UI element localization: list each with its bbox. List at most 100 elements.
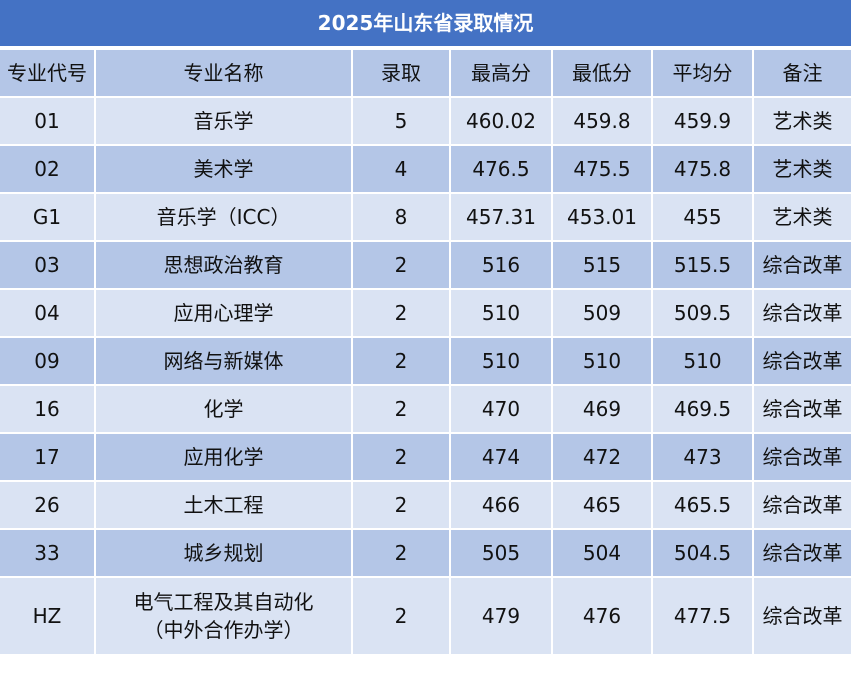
header-cell: 平均分 [651,48,754,98]
header-cell: 最高分 [449,48,553,98]
table-cell: 网络与新媒体 [94,336,353,386]
table-cell: 综合改革 [752,528,851,578]
data-row: 33 城乡规划 2 505 504 504.5 综合改革 [0,528,851,578]
header-cell: 专业代号 [0,48,96,98]
table-cell: 465 [551,480,653,530]
table-cell: 美术学 [94,144,353,194]
table-cell: 472 [551,432,653,482]
table-cell: 455 [651,192,754,242]
table-cell: 516 [449,240,553,290]
table-cell: 综合改革 [752,240,851,290]
table-cell: 思想政治教育 [94,240,353,290]
table-cell: 应用心理学 [94,288,353,338]
data-row: 16 化学 2 470 469 469.5 综合改革 [0,384,851,434]
table-cell: 509 [551,288,653,338]
table-cell: 01 [0,96,96,146]
data-row: 03 思想政治教育 2 516 515 515.5 综合改革 [0,240,851,290]
table-cell: 26 [0,480,96,530]
table-cell: 2 [351,336,451,386]
table-cell: 510 [651,336,754,386]
table-cell: 2 [351,528,451,578]
table-cell: 2 [351,240,451,290]
table-cell: 33 [0,528,96,578]
table-cell: G1 [0,192,96,242]
table-cell: 473 [651,432,754,482]
data-row: 26 土木工程 2 466 465 465.5 综合改革 [0,480,851,530]
table-cell: 艺术类 [752,144,851,194]
table-cell: 综合改革 [752,384,851,434]
table-cell: 510 [449,336,553,386]
table-cell: 艺术类 [752,96,851,146]
admission-table: 专业代号 专业名称 录取 最高分 最低分 平均分 备注 01 音乐学 5 460.02 459.8 45… [0,48,851,656]
table-cell: 综合改革 [752,432,851,482]
table-cell: 474 [449,432,553,482]
table-cell: 469.5 [651,384,754,434]
table-cell: 电气工程及其自动化 （中外合作办学） [94,576,353,656]
table-cell: 510 [551,336,653,386]
table-cell: 8 [351,192,451,242]
data-row: 04 应用心理学 2 510 509 509.5 综合改革 [0,288,851,338]
table-cell: 音乐学（ICC） [94,192,353,242]
table-cell: 土木工程 [94,480,353,530]
table-cell: 化学 [94,384,353,434]
table-cell: 460.02 [449,96,553,146]
table-cell: 505 [449,528,553,578]
table-cell: 09 [0,336,96,386]
data-row: 01 音乐学 5 460.02 459.8 459.9 艺术类 [0,96,851,146]
table-title: 2025年山东省录取情况 [0,0,851,48]
header-cell: 录取 [351,48,451,98]
data-row: G1 音乐学（ICC） 8 457.31 453.01 455 艺术类 [0,192,851,242]
table-cell: 16 [0,384,96,434]
table-cell: 综合改革 [752,336,851,386]
table-cell: 477.5 [651,576,754,656]
table-cell: 5 [351,96,451,146]
table-cell: 2 [351,288,451,338]
header-cell: 最低分 [551,48,653,98]
data-row: HZ 电气工程及其自动化 （中外合作办学） 2 479 476 477.5 综合改革 [0,576,851,656]
table-cell: 515.5 [651,240,754,290]
table-cell: 2 [351,432,451,482]
table-cell: 艺术类 [752,192,851,242]
table-cell: 17 [0,432,96,482]
table-cell: 457.31 [449,192,553,242]
data-row: 17 应用化学 2 474 472 473 综合改革 [0,432,851,482]
table-cell: 465.5 [651,480,754,530]
table-cell: 479 [449,576,553,656]
table-cell: 469 [551,384,653,434]
header-cell: 备注 [752,48,851,98]
table-cell: 综合改革 [752,288,851,338]
table-cell: HZ [0,576,96,656]
table-cell: 2 [351,480,451,530]
table-cell: 459.8 [551,96,653,146]
table-cell: 510 [449,288,553,338]
table-cell: 515 [551,240,653,290]
table-cell: 476.5 [449,144,553,194]
table-cell: 453.01 [551,192,653,242]
data-row: 09 网络与新媒体 2 510 510 510 综合改革 [0,336,851,386]
table-cell: 2 [351,576,451,656]
table-cell: 475.8 [651,144,754,194]
data-row: 02 美术学 4 476.5 475.5 475.8 艺术类 [0,144,851,194]
table-cell: 综合改革 [752,480,851,530]
table-cell: 476 [551,576,653,656]
table-cell: 459.9 [651,96,754,146]
table-cell: 音乐学 [94,96,353,146]
table-cell: 04 [0,288,96,338]
table-cell: 02 [0,144,96,194]
table-cell: 470 [449,384,553,434]
table-cell: 466 [449,480,553,530]
table-cell: 504 [551,528,653,578]
table-cell: 504.5 [651,528,754,578]
table-cell: 2 [351,384,451,434]
table-cell: 509.5 [651,288,754,338]
table-cell: 475.5 [551,144,653,194]
table-cell: 4 [351,144,451,194]
table-cell: 综合改革 [752,576,851,656]
table-cell: 03 [0,240,96,290]
header-row: 专业代号 专业名称 录取 最高分 最低分 平均分 备注 [0,48,851,98]
table-cell: 应用化学 [94,432,353,482]
table-cell: 城乡规划 [94,528,353,578]
header-cell: 专业名称 [94,48,353,98]
